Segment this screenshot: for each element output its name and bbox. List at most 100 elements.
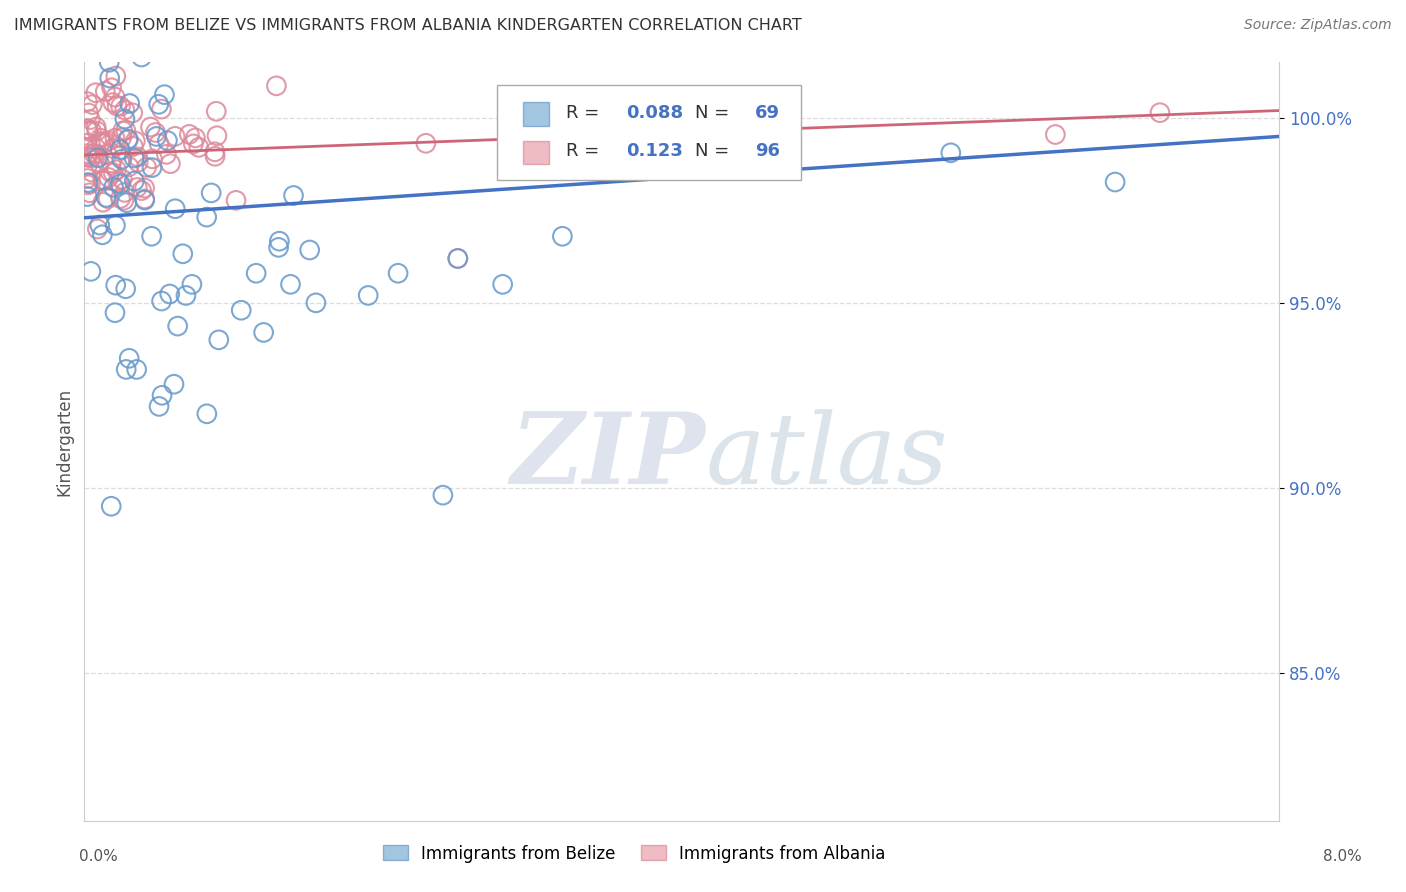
FancyBboxPatch shape bbox=[496, 85, 801, 180]
Point bbox=[166, 319, 188, 334]
Point bbox=[122, 139, 145, 153]
Point bbox=[89, 131, 111, 145]
Point bbox=[187, 140, 209, 154]
Bar bbox=[523, 103, 550, 126]
Point bbox=[103, 166, 125, 180]
Point bbox=[91, 227, 114, 242]
Text: IMMIGRANTS FROM BELIZE VS IMMIGRANTS FROM ALBANIA KINDERGARTEN CORRELATION CHART: IMMIGRANTS FROM BELIZE VS IMMIGRANTS FRO… bbox=[14, 18, 801, 33]
Point bbox=[84, 120, 107, 134]
Point bbox=[141, 161, 163, 175]
Point bbox=[115, 362, 138, 376]
Point bbox=[104, 69, 127, 83]
Point bbox=[204, 145, 226, 159]
Point bbox=[114, 123, 136, 137]
Point bbox=[269, 234, 291, 248]
Point bbox=[114, 186, 136, 200]
Point bbox=[145, 129, 167, 144]
Point bbox=[181, 277, 204, 292]
Text: R =: R = bbox=[567, 142, 605, 160]
Point bbox=[93, 174, 115, 188]
Text: 0.088: 0.088 bbox=[626, 103, 683, 122]
Point bbox=[172, 247, 194, 261]
Point bbox=[76, 95, 98, 109]
Point bbox=[90, 135, 112, 149]
Point bbox=[110, 99, 132, 113]
Point bbox=[387, 266, 409, 280]
Point bbox=[124, 174, 146, 188]
Point bbox=[104, 306, 127, 320]
Point bbox=[114, 103, 136, 117]
Point bbox=[87, 151, 110, 165]
Point bbox=[150, 293, 173, 308]
Point bbox=[118, 351, 141, 366]
Point bbox=[159, 287, 181, 301]
Text: 8.0%: 8.0% bbox=[1323, 849, 1362, 863]
Point bbox=[97, 192, 120, 206]
Point bbox=[105, 163, 128, 178]
Point bbox=[111, 153, 134, 167]
Point bbox=[105, 99, 128, 113]
Point bbox=[76, 189, 98, 203]
Point bbox=[77, 106, 100, 120]
Point bbox=[77, 124, 100, 138]
Point bbox=[131, 184, 153, 198]
Point bbox=[141, 229, 163, 244]
Point bbox=[492, 277, 515, 292]
Point bbox=[117, 132, 139, 146]
Point bbox=[134, 192, 156, 206]
Point bbox=[79, 177, 101, 191]
Text: 0.0%: 0.0% bbox=[79, 849, 118, 863]
Point bbox=[155, 147, 177, 161]
Point bbox=[266, 78, 288, 93]
Point bbox=[76, 159, 98, 173]
Point bbox=[110, 177, 132, 191]
Point bbox=[447, 252, 470, 266]
Point bbox=[114, 112, 136, 126]
Point bbox=[245, 266, 267, 280]
Point bbox=[205, 128, 228, 143]
Point bbox=[108, 143, 131, 157]
Point bbox=[90, 135, 112, 149]
Point bbox=[127, 150, 149, 164]
Point bbox=[179, 128, 201, 142]
Text: ZIP: ZIP bbox=[510, 409, 706, 505]
Point bbox=[76, 136, 98, 151]
Point bbox=[86, 222, 108, 236]
Text: 0.123: 0.123 bbox=[626, 142, 683, 160]
Point bbox=[134, 181, 156, 195]
Text: Source: ZipAtlas.com: Source: ZipAtlas.com bbox=[1244, 18, 1392, 32]
Point bbox=[103, 180, 125, 194]
Point bbox=[153, 87, 176, 102]
Point bbox=[84, 86, 107, 100]
Point bbox=[110, 191, 132, 205]
Point bbox=[94, 135, 117, 149]
Point bbox=[111, 131, 134, 145]
Point bbox=[97, 134, 120, 148]
Text: 69: 69 bbox=[755, 103, 780, 122]
Point bbox=[76, 171, 98, 186]
Point bbox=[551, 229, 574, 244]
Text: atlas: atlas bbox=[706, 409, 949, 504]
Point bbox=[91, 172, 114, 186]
Point bbox=[139, 120, 162, 134]
Point bbox=[79, 112, 101, 127]
Point bbox=[100, 500, 122, 514]
Point bbox=[1149, 105, 1171, 120]
Point bbox=[125, 362, 148, 376]
Text: N =: N = bbox=[695, 103, 735, 122]
Point bbox=[86, 124, 108, 138]
Point bbox=[76, 146, 98, 161]
Point bbox=[267, 240, 290, 254]
Point bbox=[76, 121, 98, 136]
Point bbox=[231, 303, 253, 318]
Point bbox=[148, 400, 170, 414]
Point bbox=[104, 131, 127, 145]
Point bbox=[118, 96, 141, 111]
Point bbox=[148, 97, 170, 112]
Point bbox=[80, 264, 103, 278]
Point bbox=[84, 141, 107, 155]
Point bbox=[127, 180, 149, 194]
Point bbox=[283, 188, 305, 202]
Point bbox=[98, 165, 121, 179]
Point bbox=[101, 95, 124, 110]
